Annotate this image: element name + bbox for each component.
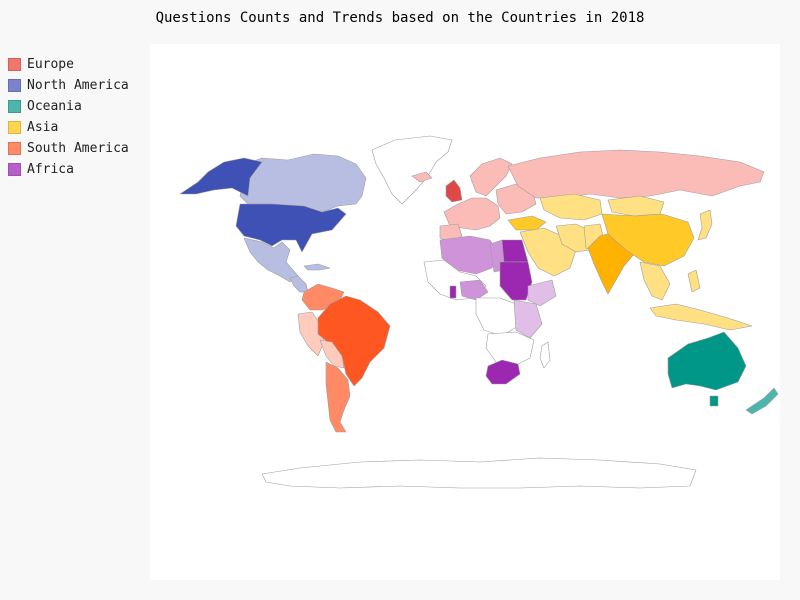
region-alaska[interactable]	[179, 157, 263, 197]
region-ghana[interactable]	[449, 285, 457, 299]
region-tasmania[interactable]	[709, 395, 719, 407]
map-panel	[150, 44, 780, 580]
legend-item-oceania[interactable]: Oceania	[8, 96, 129, 117]
region-southeast-asia[interactable]	[639, 261, 671, 301]
region-egypt[interactable]	[501, 239, 529, 263]
world-map[interactable]	[150, 44, 780, 580]
region-iceland[interactable]	[411, 171, 433, 183]
region-central-america[interactable]	[289, 275, 309, 293]
region-philippines[interactable]	[687, 269, 701, 293]
region-bolivia[interactable]	[319, 339, 345, 369]
legend-item-africa[interactable]: Africa	[8, 159, 129, 180]
region-new-zealand[interactable]	[745, 387, 779, 415]
region-nigeria[interactable]	[459, 279, 489, 301]
legend: Europe North America Oceania Asia South …	[8, 54, 129, 180]
region-russia[interactable]	[507, 149, 765, 199]
legend-item-asia[interactable]: Asia	[8, 117, 129, 138]
legend-label-north-america: North America	[27, 78, 129, 93]
region-australia[interactable]	[667, 331, 747, 391]
legend-swatch-africa	[8, 163, 21, 176]
legend-item-europe[interactable]: Europe	[8, 54, 129, 75]
legend-item-south-america[interactable]: South America	[8, 138, 129, 159]
legend-label-oceania: Oceania	[27, 99, 82, 114]
legend-label-south-america: South America	[27, 141, 129, 156]
region-argentina[interactable]	[325, 361, 351, 433]
legend-swatch-asia	[8, 121, 21, 134]
region-canada[interactable]	[239, 153, 367, 213]
region-mongolia[interactable]	[607, 195, 665, 217]
region-antarctica[interactable]	[261, 457, 697, 489]
region-kazakhstan[interactable]	[539, 193, 603, 221]
region-central-africa[interactable]	[475, 297, 519, 337]
region-greenland[interactable]	[371, 135, 453, 205]
region-caribbean[interactable]	[303, 263, 331, 271]
legend-label-europe: Europe	[27, 57, 74, 72]
legend-swatch-oceania	[8, 100, 21, 113]
region-peru[interactable]	[297, 311, 325, 357]
region-china[interactable]	[601, 213, 695, 267]
region-madagascar[interactable]	[539, 341, 551, 369]
legend-swatch-south-america	[8, 142, 21, 155]
legend-label-africa: Africa	[27, 162, 74, 177]
region-uk[interactable]	[445, 179, 463, 203]
region-east-africa[interactable]	[513, 299, 543, 339]
region-turkey[interactable]	[507, 215, 547, 231]
chart-title: Questions Counts and Trends based on the…	[155, 10, 645, 26]
region-south-africa[interactable]	[485, 359, 521, 385]
region-scandinavia[interactable]	[469, 157, 513, 197]
legend-swatch-europe	[8, 58, 21, 71]
region-japan[interactable]	[697, 209, 713, 241]
legend-item-north-america[interactable]: North America	[8, 75, 129, 96]
region-southern-africa[interactable]	[485, 331, 535, 367]
legend-swatch-north-america	[8, 79, 21, 92]
legend-label-asia: Asia	[27, 120, 59, 135]
region-usa[interactable]	[235, 203, 347, 253]
region-ethiopia[interactable]	[527, 279, 557, 307]
region-sudan[interactable]	[499, 261, 533, 301]
region-indonesia[interactable]	[649, 303, 753, 331]
